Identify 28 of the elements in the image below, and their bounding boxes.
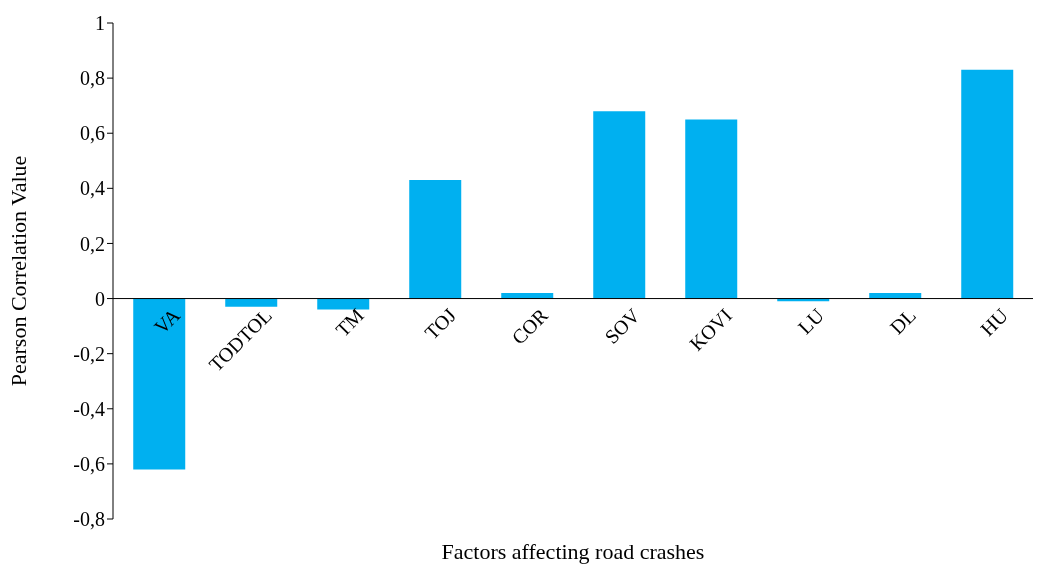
y-tick-label: -0,8 [73,508,105,531]
x-tick-label: TM [331,303,369,341]
y-tick-label: 0 [95,287,105,310]
y-tick-label: -0,2 [73,342,105,365]
x-tick-label: TOJ [420,303,461,344]
x-tick-label: LU [793,303,829,339]
bar [409,180,462,299]
y-tick-label: -0,6 [73,452,105,475]
y-tick-label: 1 [95,12,105,35]
bar [685,119,738,299]
x-tick-label: HU [976,303,1013,340]
y-axis-title: Pearson Correlation Value [5,155,31,387]
y-tick-label: 0,6 [80,122,105,145]
x-tick-label: COR [507,303,553,349]
bar [869,293,922,299]
bar [961,69,1014,299]
bar [133,298,186,470]
bar [225,298,278,307]
bar [317,298,370,310]
y-tick-label: 0,8 [80,67,105,90]
y-tick-label: -0,4 [73,397,105,420]
bar [501,293,554,299]
bar [593,111,646,299]
x-axis-title: Factors affecting road crashes [441,539,705,564]
x-tick-label: DL [885,304,921,339]
y-tick-label: 0,2 [80,232,105,255]
y-tick-label: 0,4 [80,177,105,200]
x-tick-label: VA [149,303,185,339]
